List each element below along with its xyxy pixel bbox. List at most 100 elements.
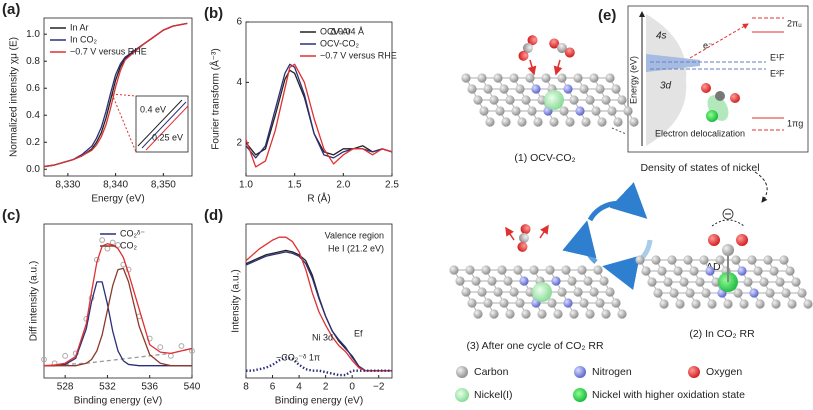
carbon-atom	[623, 106, 633, 116]
carbon-atom	[791, 277, 801, 287]
legend-swatch	[455, 388, 469, 402]
state-label: (3) After one cycle of CO₂ RR	[466, 340, 604, 352]
legend-label: Nickel(I)	[474, 389, 513, 401]
carbon-atom	[607, 106, 617, 116]
oxygen-atom	[517, 241, 528, 252]
data-point	[62, 352, 69, 359]
oxygen-atom	[549, 38, 560, 49]
carbon-atom	[485, 117, 495, 127]
carbon-atom	[663, 277, 673, 287]
carbon-atom	[509, 287, 519, 297]
carbon-atom	[605, 287, 615, 297]
carbon-atom	[467, 298, 477, 308]
carbon-atom	[715, 91, 725, 101]
carbon-atom	[573, 73, 583, 83]
carbon-atom	[509, 73, 519, 83]
y-axis-label: Fourier transform (Å⁻³)	[209, 48, 222, 149]
carbon-atom	[489, 95, 499, 105]
carbon-atom	[601, 95, 611, 105]
carbon-atom	[689, 266, 699, 276]
inset	[135, 95, 189, 153]
carbon-atom	[701, 288, 711, 298]
carbon-atom	[577, 265, 587, 275]
catalyst-sheet	[449, 265, 627, 319]
carbon-atom	[695, 277, 705, 287]
x-tick-label: 1.0	[239, 180, 253, 191]
carbon-atom	[611, 298, 621, 308]
axis-label: Density of states of nickel	[640, 162, 759, 174]
level-label: 3d	[660, 81, 672, 92]
legend-label: Nickel with higher oxidation state	[592, 389, 745, 401]
carbon-atom	[771, 299, 781, 309]
carbon-atom	[473, 95, 483, 105]
carbon-atom	[617, 95, 627, 105]
carbon-atom	[733, 288, 743, 298]
legend-label: Nitrogen	[592, 366, 632, 378]
x-axis-label: Binding energy (eV)	[74, 396, 162, 407]
inset-pointer	[111, 93, 137, 97]
data-point	[115, 242, 121, 248]
carbon-atom	[679, 277, 689, 287]
series-line	[245, 236, 392, 372]
carbon-atom	[675, 299, 685, 309]
carbon-atom	[479, 106, 489, 116]
motion-arrow	[527, 59, 537, 76]
co2-molecule	[517, 224, 531, 252]
cycle-arrow	[587, 182, 648, 222]
cycle-arrow	[602, 239, 653, 290]
carbon-atom	[461, 287, 471, 297]
carbon-atom	[567, 276, 577, 286]
level-label: e⁻	[703, 40, 713, 50]
x-tick-label: 2.0	[336, 180, 350, 191]
carbon-atom	[557, 73, 567, 83]
carbon-atom	[557, 43, 567, 53]
carbon-atom	[525, 73, 535, 83]
carbon-atom	[529, 265, 539, 275]
carbon-atom	[605, 73, 615, 83]
co2-molecule	[549, 38, 575, 58]
y-tick-label: 0.8	[26, 56, 40, 67]
catalyst-sheet	[635, 255, 813, 309]
plot-frame	[43, 223, 193, 379]
carbon-atom	[497, 265, 507, 275]
carbon-atom	[545, 265, 555, 275]
annotation: 0.25 eV	[152, 132, 183, 142]
x-axis-label: Energy (eV)	[91, 194, 144, 205]
legend-swatch	[573, 388, 587, 402]
carbon-atom	[683, 255, 693, 265]
carbon-atom	[651, 255, 661, 265]
carbon-atom	[565, 117, 575, 127]
annotation: Δ 0.04 Å	[330, 26, 364, 36]
nitrogen-atom	[749, 288, 759, 298]
carbon-atom	[785, 266, 795, 276]
x-tick-label: 8,340	[103, 180, 128, 191]
carbon-atom	[573, 287, 583, 297]
carbon-atom	[581, 117, 591, 127]
plot-frame	[245, 21, 393, 177]
plot-frame	[245, 223, 393, 379]
x-tick-label: 528	[57, 382, 74, 393]
nitrogen-atom	[575, 106, 585, 116]
x-axis-label: R (Å)	[307, 192, 330, 205]
y-tick-label: 1.0	[26, 29, 40, 40]
x-tick-label: −2	[373, 382, 385, 393]
oxygen-atom	[527, 35, 538, 46]
carbon-atom	[515, 298, 525, 308]
carbon-atom	[585, 309, 595, 319]
carbon-atom	[471, 276, 481, 286]
annotation: He I (21.2 eV)	[328, 243, 384, 253]
carbon-atom	[493, 73, 503, 83]
series-line	[43, 22, 188, 168]
x-tick-label: 540	[184, 382, 201, 393]
oxygen-atom	[518, 50, 529, 61]
annotation: Ef	[354, 328, 363, 338]
carbon-atom	[769, 266, 779, 276]
carbon-atom	[461, 73, 471, 83]
carbon-atom	[659, 299, 669, 309]
nickel-atom	[544, 90, 564, 110]
carbon-atom	[585, 95, 595, 105]
carbon-atom	[477, 73, 487, 83]
carbon-atom	[641, 266, 651, 276]
carbon-atom	[787, 299, 797, 309]
